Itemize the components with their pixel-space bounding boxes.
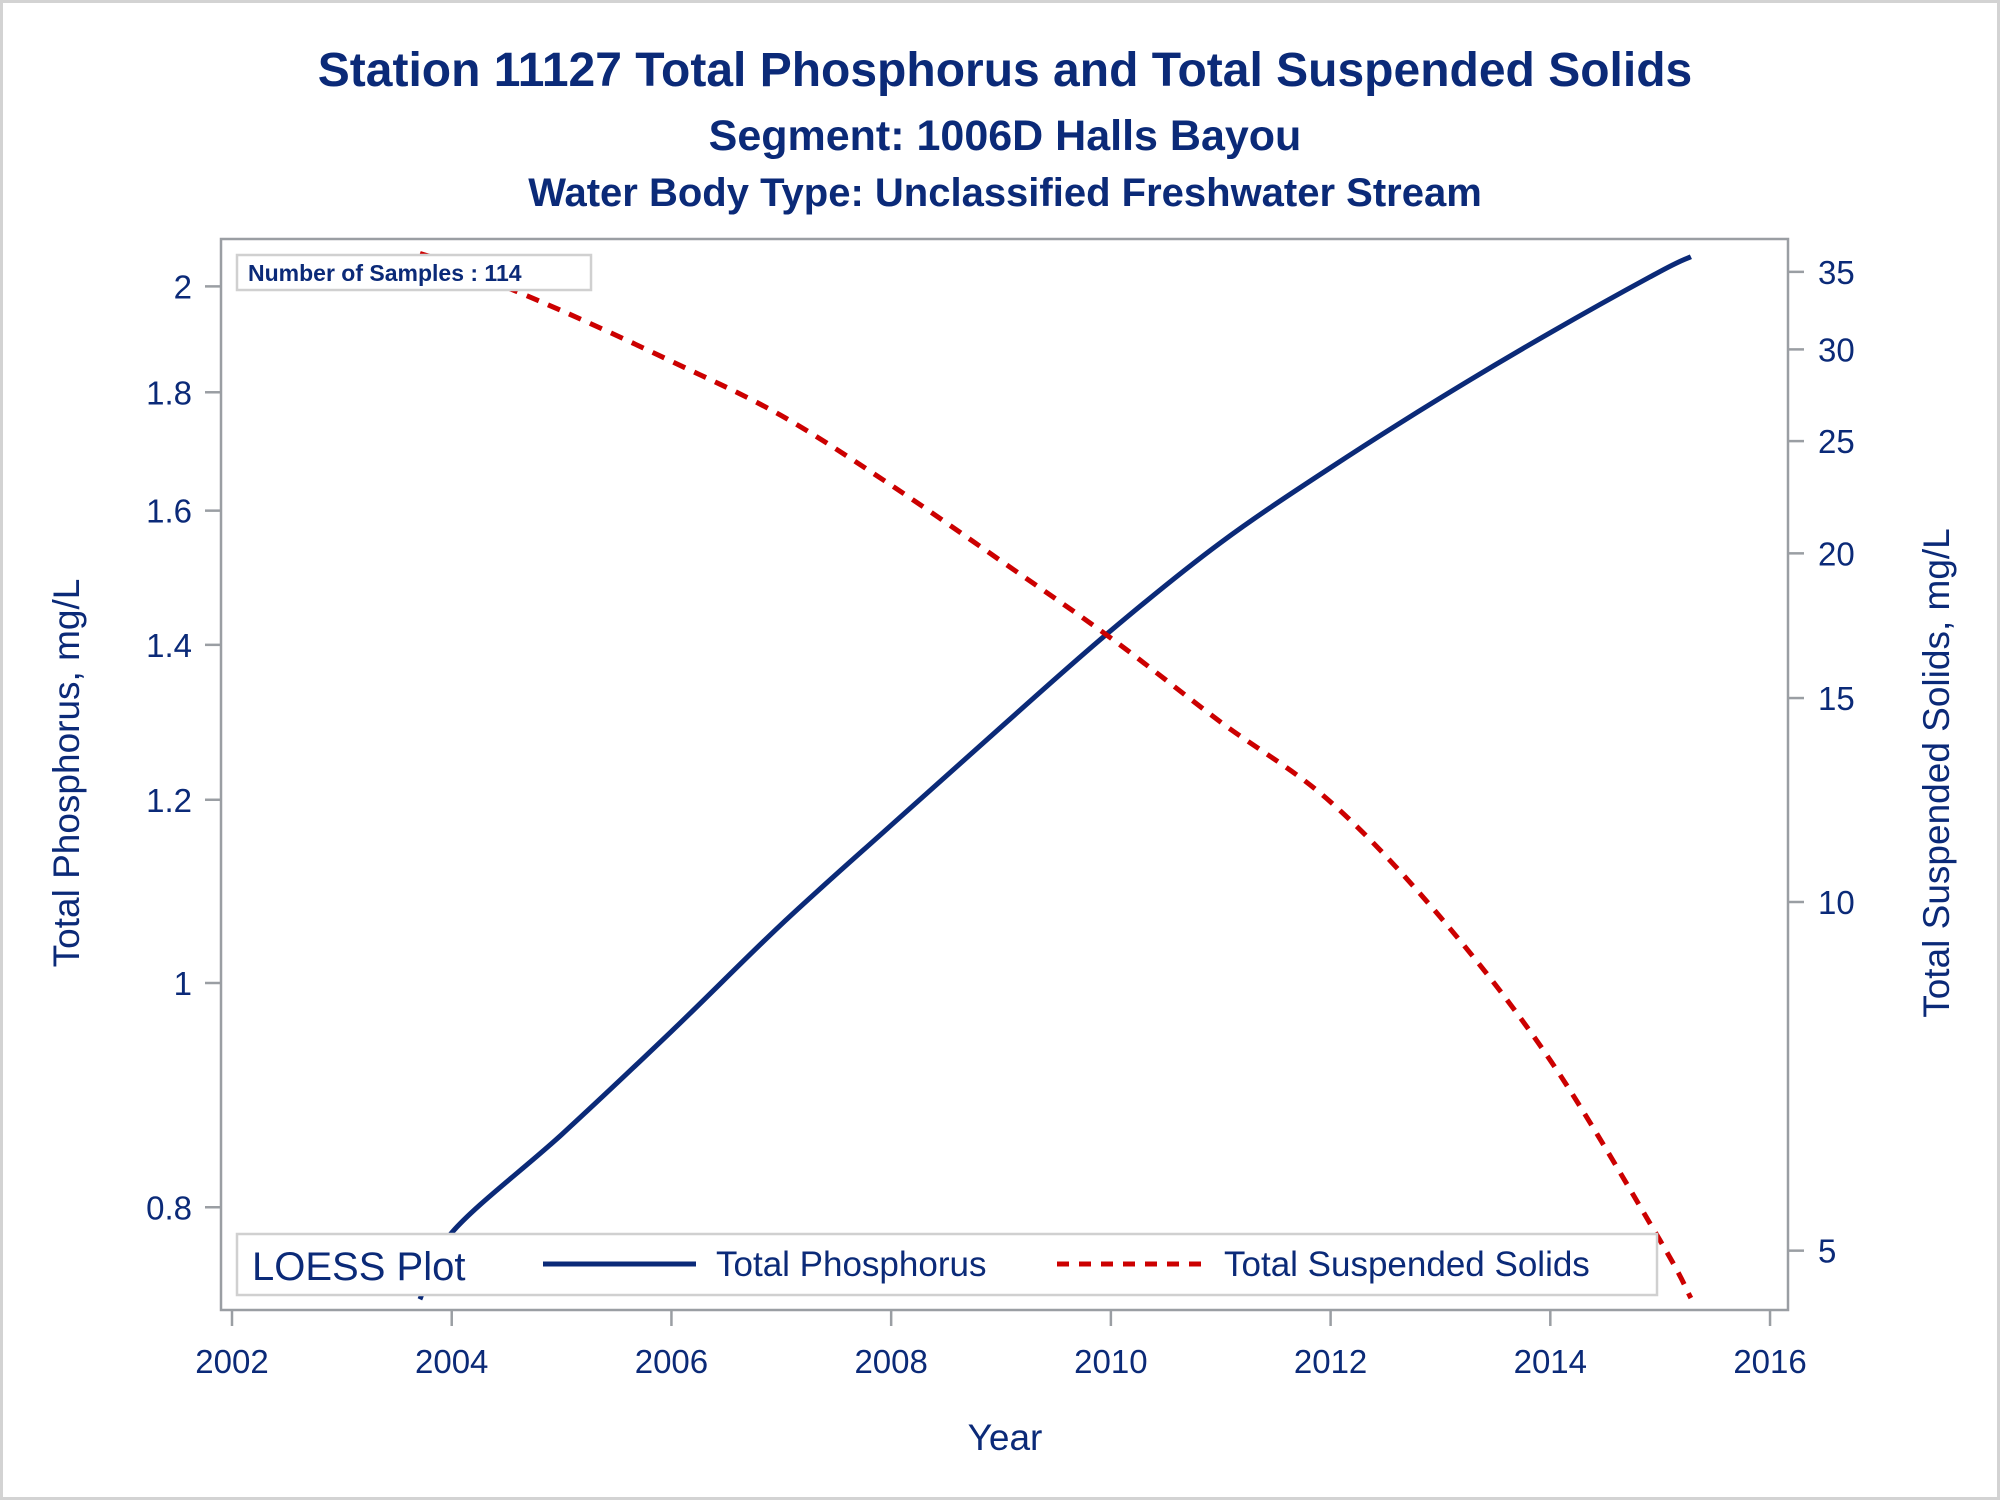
x-tick-label: 2004 [415, 1343, 488, 1380]
legend-box [235, 1232, 1659, 1297]
y2-tick-label: 20 [1818, 535, 1855, 572]
x-tick-label: 2012 [1294, 1343, 1367, 1380]
series-group [417, 251, 1694, 1301]
y-tick-label: 1.6 [146, 493, 192, 530]
legend: LOESS Plot Total Phosphorus Total Suspen… [235, 1232, 1659, 1297]
y2-tick-label: 15 [1818, 680, 1855, 717]
x-tick-label: 2002 [195, 1343, 268, 1380]
legend-label-phosphorus: Total Phosphorus [716, 1245, 986, 1284]
y-axis-left-label: Total Phosphorus, mg/L [46, 579, 87, 968]
y2-tick-label: 35 [1818, 254, 1855, 291]
y2-tick-label: 25 [1818, 423, 1855, 460]
x-tick-label: 2006 [635, 1343, 708, 1380]
chart-title: Station 11127 Total Phosphorus and Total… [318, 44, 1692, 97]
y-tick-label: 2 [174, 268, 192, 305]
chart-subtitle-waterbody: Water Body Type: Unclassified Freshwater… [528, 171, 1482, 215]
y-axis-right-label: Total Suspended Solids, mg/L [1916, 528, 1957, 1018]
x-axis-label: Year [968, 1417, 1043, 1458]
y2-tick-label: 5 [1818, 1233, 1836, 1270]
x-tick-label: 2016 [1733, 1343, 1806, 1380]
chart-subtitle-segment: Segment: 1006D Halls Bayou [709, 112, 1302, 160]
y-tick-label: 1.8 [146, 374, 192, 411]
series-line-total-phosphorus [417, 254, 1692, 1301]
y-axis-right: 5 10 15 20 25 30 35 [1788, 254, 1855, 1270]
y-tick-label: 0.8 [146, 1189, 192, 1226]
legend-label-tss: Total Suspended Solids [1224, 1245, 1590, 1284]
y2-tick-label: 10 [1818, 884, 1855, 921]
plot-area-frame [219, 237, 1790, 1312]
y-tick-label: 1.4 [146, 627, 192, 664]
y-tick-label: 1.2 [146, 782, 192, 819]
legend-title: LOESS Plot [252, 1245, 465, 1289]
samples-box [235, 253, 593, 292]
x-axis: 2002 2004 2006 2008 2010 2012 2014 2016 [195, 1310, 1807, 1380]
x-tick-label: 2014 [1514, 1343, 1587, 1380]
samples-annotation: Number of Samples : 114 [235, 253, 593, 292]
y-axis-left: 0.8 1 1.2 1.4 1.6 1.8 2 [146, 268, 221, 1226]
x-tick-label: 2008 [854, 1343, 927, 1380]
series-line-total-suspended-solids [419, 251, 1694, 1300]
samples-text: Number of Samples : 114 [248, 260, 522, 286]
y-tick-label: 1 [174, 965, 192, 1002]
y2-tick-label: 30 [1818, 331, 1855, 368]
x-tick-label: 2010 [1074, 1343, 1147, 1380]
